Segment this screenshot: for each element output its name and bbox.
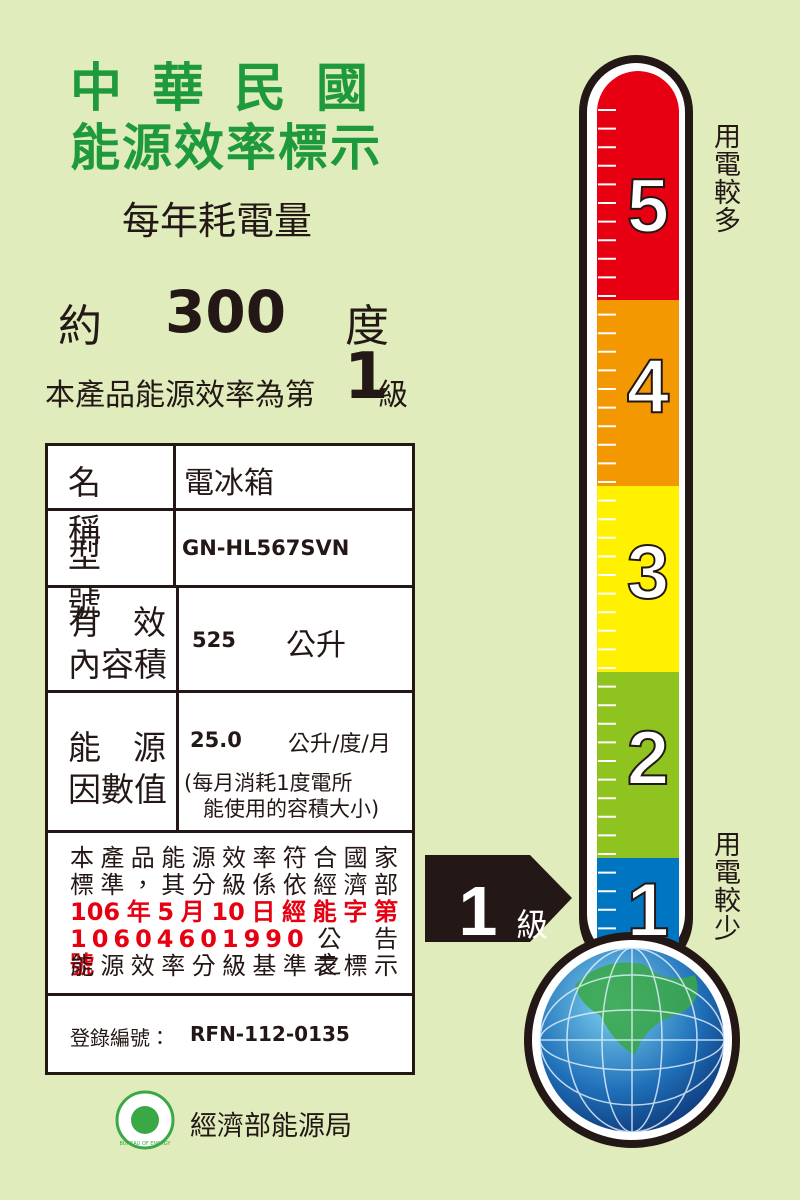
statement-line: 106年5月10日經能字第 (70, 898, 398, 926)
low-label: 用電較少 (709, 830, 740, 942)
value: 電冰箱 (184, 466, 274, 501)
grade-prefix: 本產品能源效率為第 (45, 378, 315, 413)
label-line: 有效 (68, 603, 198, 642)
grade-number: 1 (344, 340, 389, 414)
consumption-unit: 度 (345, 301, 389, 352)
unit: 公升 (286, 628, 346, 663)
land (575, 962, 698, 1055)
label-title: 能源效率標示 (70, 119, 382, 177)
statement-part: 10604601990號 (70, 925, 309, 979)
note: 能使用的容積大小) (203, 797, 380, 821)
ticks (598, 109, 616, 948)
label: 有效 內容積 (48, 588, 179, 690)
note: (每月消耗1度電所 (184, 771, 353, 795)
label: 型號 (48, 511, 176, 623)
high-label: 用電較多 (709, 122, 740, 234)
level-number: 4 (627, 344, 669, 429)
reg-value: RFN-112-0135 (190, 1022, 350, 1046)
row-name: 名稱 電冰箱 (48, 446, 412, 550)
label-line: 因數值 (68, 770, 167, 809)
statement-line: 能源效率分級基準表標示 (70, 952, 398, 980)
country: 中華民國 (70, 59, 399, 119)
row-registration: 登錄編號： RFN-112-0135 (48, 996, 412, 1072)
logo-core (131, 1106, 159, 1134)
statement-part: 公告之 (317, 925, 406, 979)
row-statement: 本產品能源效率符合國家 標準，其分級係依經濟部 106年5月10日經能字第 10… (48, 833, 412, 996)
arrow-grade: 1 (459, 872, 498, 950)
level-4 (597, 300, 679, 486)
reg-label: 登錄編號： (70, 1026, 170, 1050)
logo-text: BUREAU OF ENERGY (119, 1141, 171, 1147)
statement-line: 本產品能源效率符合國家 (70, 844, 398, 872)
level-2 (597, 672, 679, 858)
label-line: 內容積 (68, 645, 167, 684)
level-number: 5 (627, 164, 669, 249)
level-numbers: 5 4 3 2 1 (626, 163, 670, 954)
row-capacity: 有效 內容積 525 公升 (48, 588, 412, 693)
value: 25.0 (190, 728, 242, 752)
row-factor: 能源 因數值 25.0 公升/度/月 (每月消耗1度電所 能使用的容積大小) (48, 693, 412, 833)
consumption-value: 300 (165, 278, 287, 346)
level-number: 3 (627, 530, 669, 615)
level-number: 2 (627, 716, 669, 801)
level-3 (597, 486, 679, 672)
label: 能源 因數值 (48, 693, 179, 830)
value: GN-HL567SVN (182, 536, 350, 560)
grade-suffix: 級 (378, 378, 408, 413)
globe-grid (539, 947, 725, 1133)
statement-line: 10604601990號 公告之 (70, 926, 398, 978)
label: 名稱 (48, 446, 176, 550)
agency: 經濟部能源局 (190, 1111, 352, 1142)
value: 525 (192, 628, 236, 652)
arrow-unit: 級 (516, 906, 548, 944)
subtitle: 每年耗電量 (122, 199, 313, 243)
level-number: 1 (627, 868, 669, 953)
level-5 (597, 71, 679, 300)
row-model: 型號 GN-HL567SVN (48, 511, 412, 623)
consumption-prefix: 約 (58, 301, 102, 352)
info-table: 名稱 電冰箱 型號 GN-HL567SVN 有效 內容積 525 公升 能源 因… (45, 443, 415, 1075)
label-line: 能源 (68, 728, 198, 767)
statement-line: 標準，其分級係依經濟部 (70, 871, 398, 899)
grade-arrow (425, 855, 572, 942)
unit: 公升/度/月 (288, 732, 391, 757)
